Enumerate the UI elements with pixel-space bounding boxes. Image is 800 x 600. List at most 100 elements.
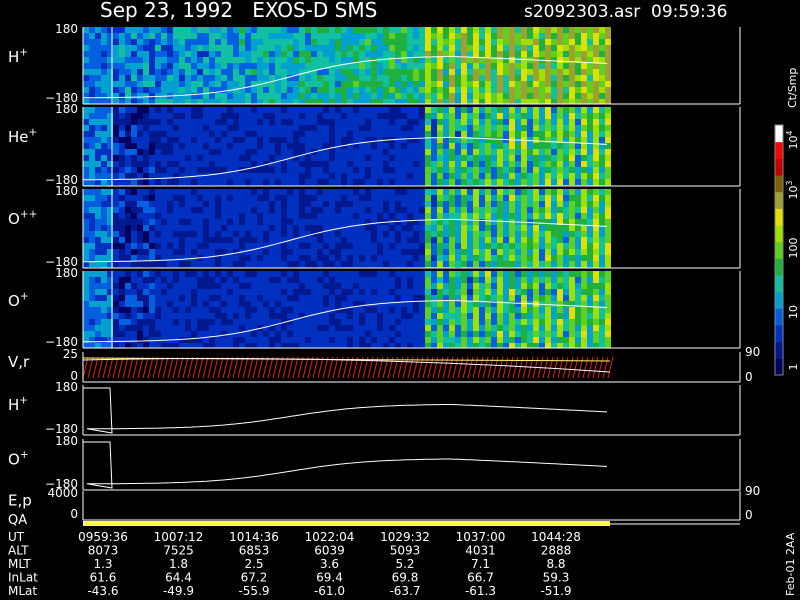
spectrogram-cell <box>245 283 251 289</box>
spectrogram-cell <box>149 167 155 173</box>
spectrogram-cell <box>563 99 569 104</box>
spectrogram-cell <box>479 149 485 155</box>
spectrogram-cell <box>569 179 575 185</box>
spectrogram-cell <box>251 81 257 87</box>
spectrogram-cell <box>581 119 587 125</box>
spectrogram-cell <box>347 331 353 337</box>
cell: 8073 <box>88 544 119 558</box>
spectrogram-cell <box>101 119 107 125</box>
spectrogram-cell <box>593 313 599 319</box>
spectrogram-cell <box>395 155 401 161</box>
spectrogram-cell <box>179 283 185 289</box>
spectrogram-cell <box>197 137 203 143</box>
spectrogram-cell <box>143 319 149 325</box>
spectrogram-cell <box>545 167 551 173</box>
spectrogram-cell <box>353 93 359 99</box>
spectrogram-cell <box>143 33 149 39</box>
spectrogram-cell <box>131 231 137 237</box>
spectrogram-cell <box>191 201 197 207</box>
spectrogram-cell <box>257 69 263 75</box>
spectrogram-cell <box>245 63 251 69</box>
spectrogram-cell <box>143 313 149 319</box>
spectrogram-cell <box>347 39 353 45</box>
spectrogram-cell <box>101 45 107 51</box>
spectrogram-cell <box>227 173 233 179</box>
tick-label: 180 <box>55 266 78 280</box>
spectrogram-cell <box>605 69 611 75</box>
spectrogram-cell <box>557 51 563 57</box>
spectrogram-cell <box>419 337 425 343</box>
spectrogram-cell <box>605 113 611 119</box>
spectrogram-cell <box>269 313 275 319</box>
spectrogram-cell <box>257 189 263 195</box>
spectrogram-cell <box>593 343 599 348</box>
spectrogram-cell <box>149 219 155 225</box>
hatch <box>97 356 104 379</box>
spectrogram-cell <box>449 237 455 243</box>
spectrogram-cell <box>233 131 239 137</box>
spectrogram-cell <box>83 119 89 125</box>
spectrogram-cell <box>311 87 317 93</box>
spectrogram-cell <box>341 231 347 237</box>
spectrogram-cell <box>203 249 209 255</box>
spectrogram-cell <box>467 313 473 319</box>
spectrogram-cell <box>419 81 425 87</box>
spectrogram-cell <box>287 277 293 283</box>
spectrogram-cell <box>503 301 509 307</box>
spectrogram-cell <box>581 255 587 261</box>
spectrogram-cell <box>347 179 353 185</box>
spectrogram-cell <box>227 301 233 307</box>
spectrogram-cell <box>233 137 239 143</box>
spectrogram-cell <box>365 261 371 267</box>
spectrogram-cell <box>479 331 485 337</box>
spectrogram-cell <box>599 63 605 69</box>
spectrogram-cell <box>413 87 419 93</box>
spectrogram-cell <box>509 179 515 185</box>
spectrogram-cell <box>593 45 599 51</box>
spectrogram-cell <box>131 207 137 213</box>
spectrogram-cell <box>557 201 563 207</box>
spectrogram-cell <box>197 131 203 137</box>
spectrogram-cell <box>431 325 437 331</box>
spectrogram-cell <box>155 255 161 261</box>
spectrogram-cell <box>521 249 527 255</box>
spectrogram-cell <box>107 207 113 213</box>
spectrogram-cell <box>95 189 101 195</box>
spectrogram-cell <box>215 213 221 219</box>
spectrogram-cell <box>551 313 557 319</box>
spectrogram-cell <box>575 207 581 213</box>
spectrogram-cell <box>473 189 479 195</box>
spectrogram-cell <box>335 201 341 207</box>
spectrogram-cell <box>461 289 467 295</box>
spectrogram-cell <box>443 131 449 137</box>
spectrogram-cell <box>209 271 215 277</box>
spectrogram-cell <box>281 313 287 319</box>
spectrogram-cell <box>89 249 95 255</box>
spectrogram-cell <box>263 331 269 337</box>
spectrogram-cell <box>461 87 467 93</box>
spectrogram-cell <box>353 39 359 45</box>
spectrogram-cell <box>335 173 341 179</box>
spectrogram-cell <box>509 87 515 93</box>
spectrogram-cell <box>383 325 389 331</box>
spectrogram-cell <box>545 99 551 104</box>
spectrogram-cell <box>491 137 497 143</box>
spectrogram-cell <box>521 201 527 207</box>
spectrogram-cell <box>185 319 191 325</box>
spectrogram-cell <box>539 337 545 343</box>
spectrogram-cell <box>233 213 239 219</box>
spectrogram-cell <box>527 69 533 75</box>
spectrogram-cell <box>431 57 437 63</box>
spectrogram-cell <box>239 57 245 63</box>
spectrogram-cell <box>161 237 167 243</box>
spectrogram-cell <box>227 27 233 33</box>
spectrogram-cell <box>413 295 419 301</box>
spectrogram-cell <box>95 63 101 69</box>
spectrogram-cell <box>341 93 347 99</box>
spectrogram-cell <box>149 93 155 99</box>
spectrogram-cell <box>131 255 137 261</box>
spectrogram-cell <box>461 307 467 313</box>
spectrogram-cell <box>101 271 107 277</box>
spectrogram-cell <box>311 295 317 301</box>
spectrogram-cell <box>203 189 209 195</box>
